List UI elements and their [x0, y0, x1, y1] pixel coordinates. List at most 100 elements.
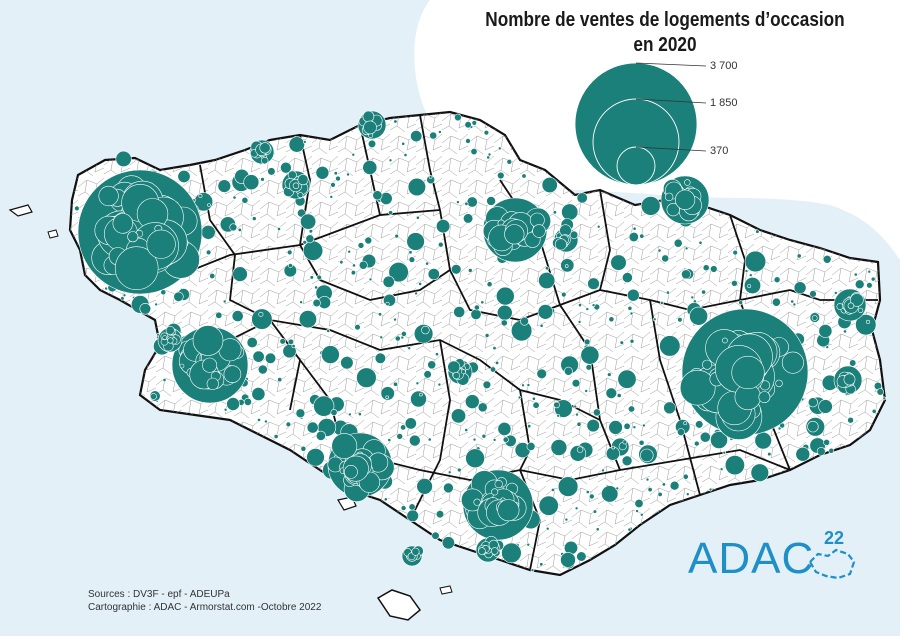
sales-circle — [578, 303, 582, 308]
sales-circle — [436, 219, 451, 234]
sales-circle — [393, 381, 398, 387]
sales-circle — [364, 236, 373, 245]
sales-circle — [573, 404, 578, 409]
sales-circle — [816, 446, 826, 456]
sales-circle — [564, 517, 569, 522]
sales-circle — [731, 355, 765, 390]
sales-circle — [477, 402, 488, 413]
sales-circle — [517, 395, 522, 400]
sales-circle — [871, 408, 877, 414]
sales-circle — [639, 512, 644, 517]
sales-circle — [447, 470, 452, 475]
sales-circle — [486, 281, 493, 288]
sales-circle — [642, 423, 646, 428]
logo-superscript: 22 — [824, 528, 845, 548]
sales-circle — [870, 276, 876, 282]
sales-circle — [634, 498, 644, 508]
sales-circle — [481, 433, 487, 439]
sales-circle — [695, 420, 704, 429]
sales-circle — [689, 306, 709, 326]
sales-circle — [385, 395, 390, 400]
sales-circle — [882, 396, 887, 401]
brittany-logo-mark — [808, 548, 856, 580]
sales-circle — [258, 311, 264, 317]
sales-circle — [638, 439, 645, 446]
sales-circle — [223, 407, 228, 412]
sales-circle — [663, 401, 676, 415]
sales-circle — [483, 130, 490, 136]
sales-circle — [288, 136, 305, 153]
sales-circle — [357, 412, 362, 417]
sales-circle — [818, 324, 833, 338]
sales-circle — [427, 268, 440, 281]
sales-circle — [527, 424, 532, 429]
sales-circle — [352, 263, 356, 268]
sales-circle — [104, 286, 108, 291]
sales-circle — [584, 389, 589, 393]
sales-circle — [388, 262, 409, 283]
sales-circle — [608, 420, 623, 435]
sales-circle — [809, 290, 817, 298]
sales-circle — [287, 249, 293, 256]
sales-circle — [408, 503, 416, 511]
sales-circle — [781, 351, 804, 374]
sales-circle — [401, 141, 406, 146]
legend-leader-1850 — [635, 98, 707, 104]
sales-circle — [347, 249, 352, 254]
sales-circle — [575, 412, 579, 417]
sales-circle — [793, 281, 807, 295]
sales-circle — [400, 424, 407, 431]
sales-circle — [539, 562, 544, 567]
sales-circle — [847, 416, 854, 424]
sales-circle — [406, 232, 425, 251]
sales-circle — [206, 377, 219, 390]
sales-circle — [502, 436, 509, 443]
sales-circle — [267, 167, 276, 176]
sales-circle — [408, 256, 416, 263]
sales-circle — [427, 360, 437, 370]
sales-circle — [264, 419, 268, 424]
sales-circle — [484, 333, 490, 338]
sales-circle — [437, 382, 442, 387]
sales-circle — [521, 173, 527, 179]
sales-circle — [231, 310, 244, 322]
sales-circle — [223, 365, 242, 384]
sales-circle — [866, 282, 873, 289]
sales-circle — [277, 227, 281, 231]
sales-circle — [173, 291, 184, 302]
sales-circle — [464, 428, 469, 432]
sales-circle — [639, 233, 645, 239]
sales-circle — [277, 377, 283, 383]
sales-circle — [777, 426, 782, 431]
sales-circle — [722, 337, 728, 344]
sales-circle — [251, 387, 266, 401]
sales-circle — [538, 495, 559, 516]
sales-circle — [554, 238, 567, 251]
sales-circle — [526, 441, 536, 451]
sales-circle — [731, 279, 738, 287]
sales-circle — [585, 490, 590, 494]
sales-circle — [279, 338, 286, 345]
sales-circle — [569, 230, 579, 240]
sales-circle — [222, 299, 227, 304]
sales-circle — [115, 150, 132, 167]
sales-circle — [494, 480, 503, 489]
sales-circle — [261, 156, 269, 165]
sales-circle — [666, 290, 670, 295]
legend-label-370: 370 — [710, 145, 729, 157]
sales-circle — [491, 488, 499, 496]
sales-circle — [532, 396, 536, 401]
sales-circle — [610, 254, 627, 271]
sales-circle — [596, 224, 601, 229]
sales-circle — [306, 448, 325, 467]
sales-circle — [435, 352, 439, 357]
sales-circle — [205, 249, 212, 256]
sales-circle — [396, 433, 404, 440]
sales-circle — [500, 319, 508, 327]
legend-leader-370 — [635, 146, 707, 152]
legend-leader-3700 — [635, 62, 707, 67]
sales-circle — [564, 366, 573, 376]
sales-circle — [796, 253, 802, 259]
sales-circle — [329, 195, 334, 199]
sales-circle — [571, 379, 581, 388]
